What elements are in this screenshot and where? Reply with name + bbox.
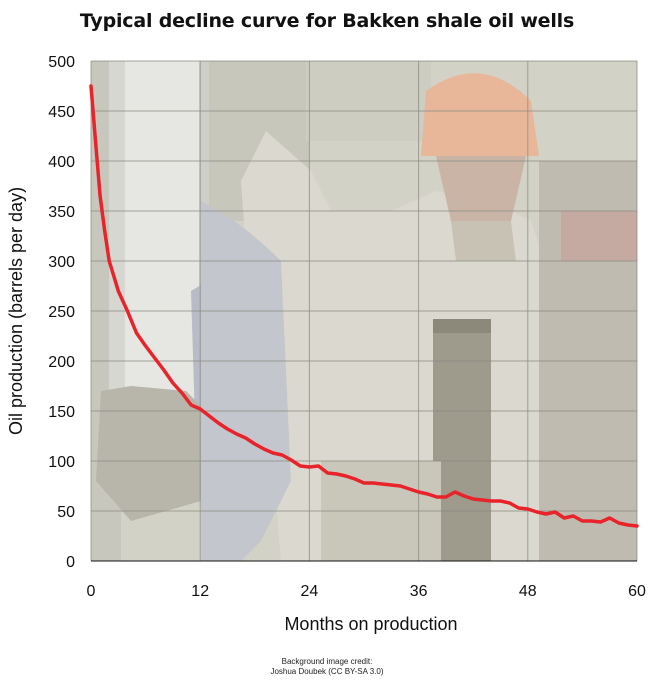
y-tick-label-150: 150 — [48, 404, 75, 421]
x-axis-title: Months on production — [284, 614, 457, 634]
x-tick-label-0: 0 — [87, 583, 96, 600]
credit-line-1: Background image credit: — [281, 657, 373, 666]
x-tick-label-60: 60 — [628, 583, 646, 600]
y-tick-label-300: 300 — [48, 254, 75, 271]
chart-title: Typical decline curve for Bakken shale o… — [79, 10, 575, 32]
image-credit: Background image credit: Joshua Doubek (… — [0, 657, 654, 677]
y-tick-label-250: 250 — [48, 304, 75, 321]
y-axis-title: Oil production (barrels per day) — [6, 187, 26, 435]
y-tick-label-350: 350 — [48, 204, 75, 221]
y-tick-label-100: 100 — [48, 454, 75, 471]
y-tick-label-0: 0 — [66, 554, 75, 571]
y-tick-label-50: 50 — [57, 504, 75, 521]
y-tick-label-400: 400 — [48, 154, 75, 171]
y-tick-label-450: 450 — [48, 104, 75, 121]
y-tick-label-200: 200 — [48, 354, 75, 371]
decline-curve-line — [89, 84, 639, 528]
x-tick-label-12: 12 — [191, 583, 209, 600]
x-tick-label-48: 48 — [519, 583, 537, 600]
x-tick-label-36: 36 — [410, 583, 428, 600]
y-tick-label-500: 500 — [48, 54, 75, 71]
x-tick-label-24: 24 — [301, 583, 319, 600]
credit-line-2: Joshua Doubek (CC BY-SA 3.0) — [270, 667, 384, 676]
